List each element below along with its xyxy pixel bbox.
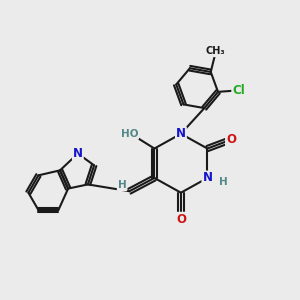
Text: H: H	[118, 180, 126, 190]
Text: N: N	[73, 147, 83, 160]
Text: O: O	[176, 213, 186, 226]
Text: N: N	[176, 127, 186, 140]
Text: N: N	[202, 172, 212, 184]
Text: HO: HO	[121, 129, 138, 139]
Text: H: H	[219, 177, 228, 188]
Text: CH₃: CH₃	[205, 46, 225, 56]
Text: O: O	[226, 133, 236, 146]
Text: Cl: Cl	[232, 84, 245, 97]
